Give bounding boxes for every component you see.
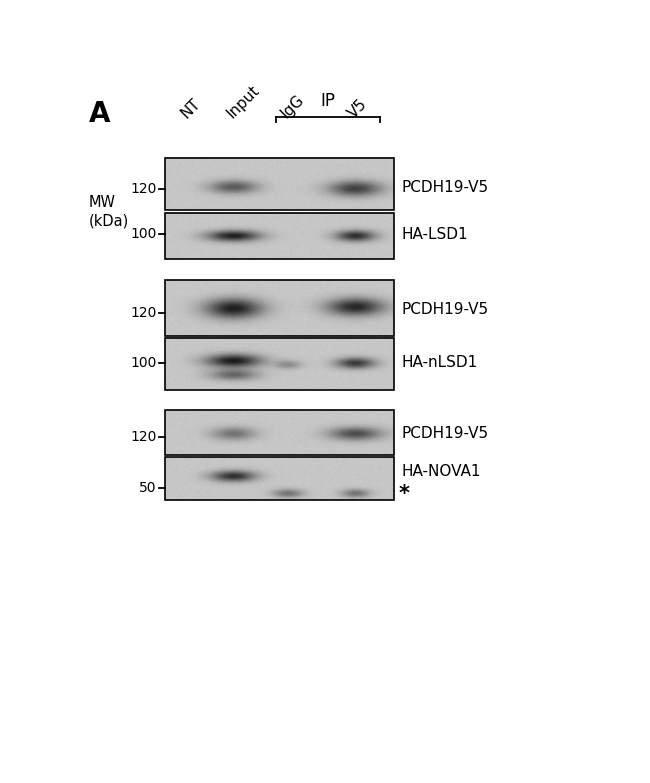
Bar [165, 410, 393, 455]
Text: IgG: IgG [278, 92, 307, 121]
Text: PCDH19-V5: PCDH19-V5 [401, 179, 488, 195]
Text: A: A [89, 100, 111, 128]
Text: Input: Input [224, 82, 263, 121]
Bar [165, 280, 393, 336]
Text: HA-nLSD1: HA-nLSD1 [401, 355, 478, 370]
Text: *: * [398, 485, 410, 504]
Text: HA-LSD1: HA-LSD1 [401, 226, 468, 242]
Bar [165, 457, 393, 500]
Text: V5: V5 [346, 96, 370, 121]
Text: IP: IP [320, 92, 335, 110]
Text: NT: NT [177, 96, 203, 121]
Text: 100: 100 [130, 227, 157, 241]
Bar [165, 338, 393, 391]
Text: HA-NOVA1: HA-NOVA1 [401, 464, 481, 478]
Text: PCDH19-V5: PCDH19-V5 [401, 302, 488, 317]
Bar [165, 158, 393, 210]
Text: PCDH19-V5: PCDH19-V5 [401, 426, 488, 441]
Text: 100: 100 [130, 355, 157, 370]
Bar [165, 212, 393, 258]
Text: 120: 120 [130, 305, 157, 319]
Text: MW
(kDa): MW (kDa) [89, 195, 129, 229]
Text: 120: 120 [130, 430, 157, 444]
Text: 120: 120 [130, 182, 157, 196]
Text: 50: 50 [139, 482, 157, 495]
